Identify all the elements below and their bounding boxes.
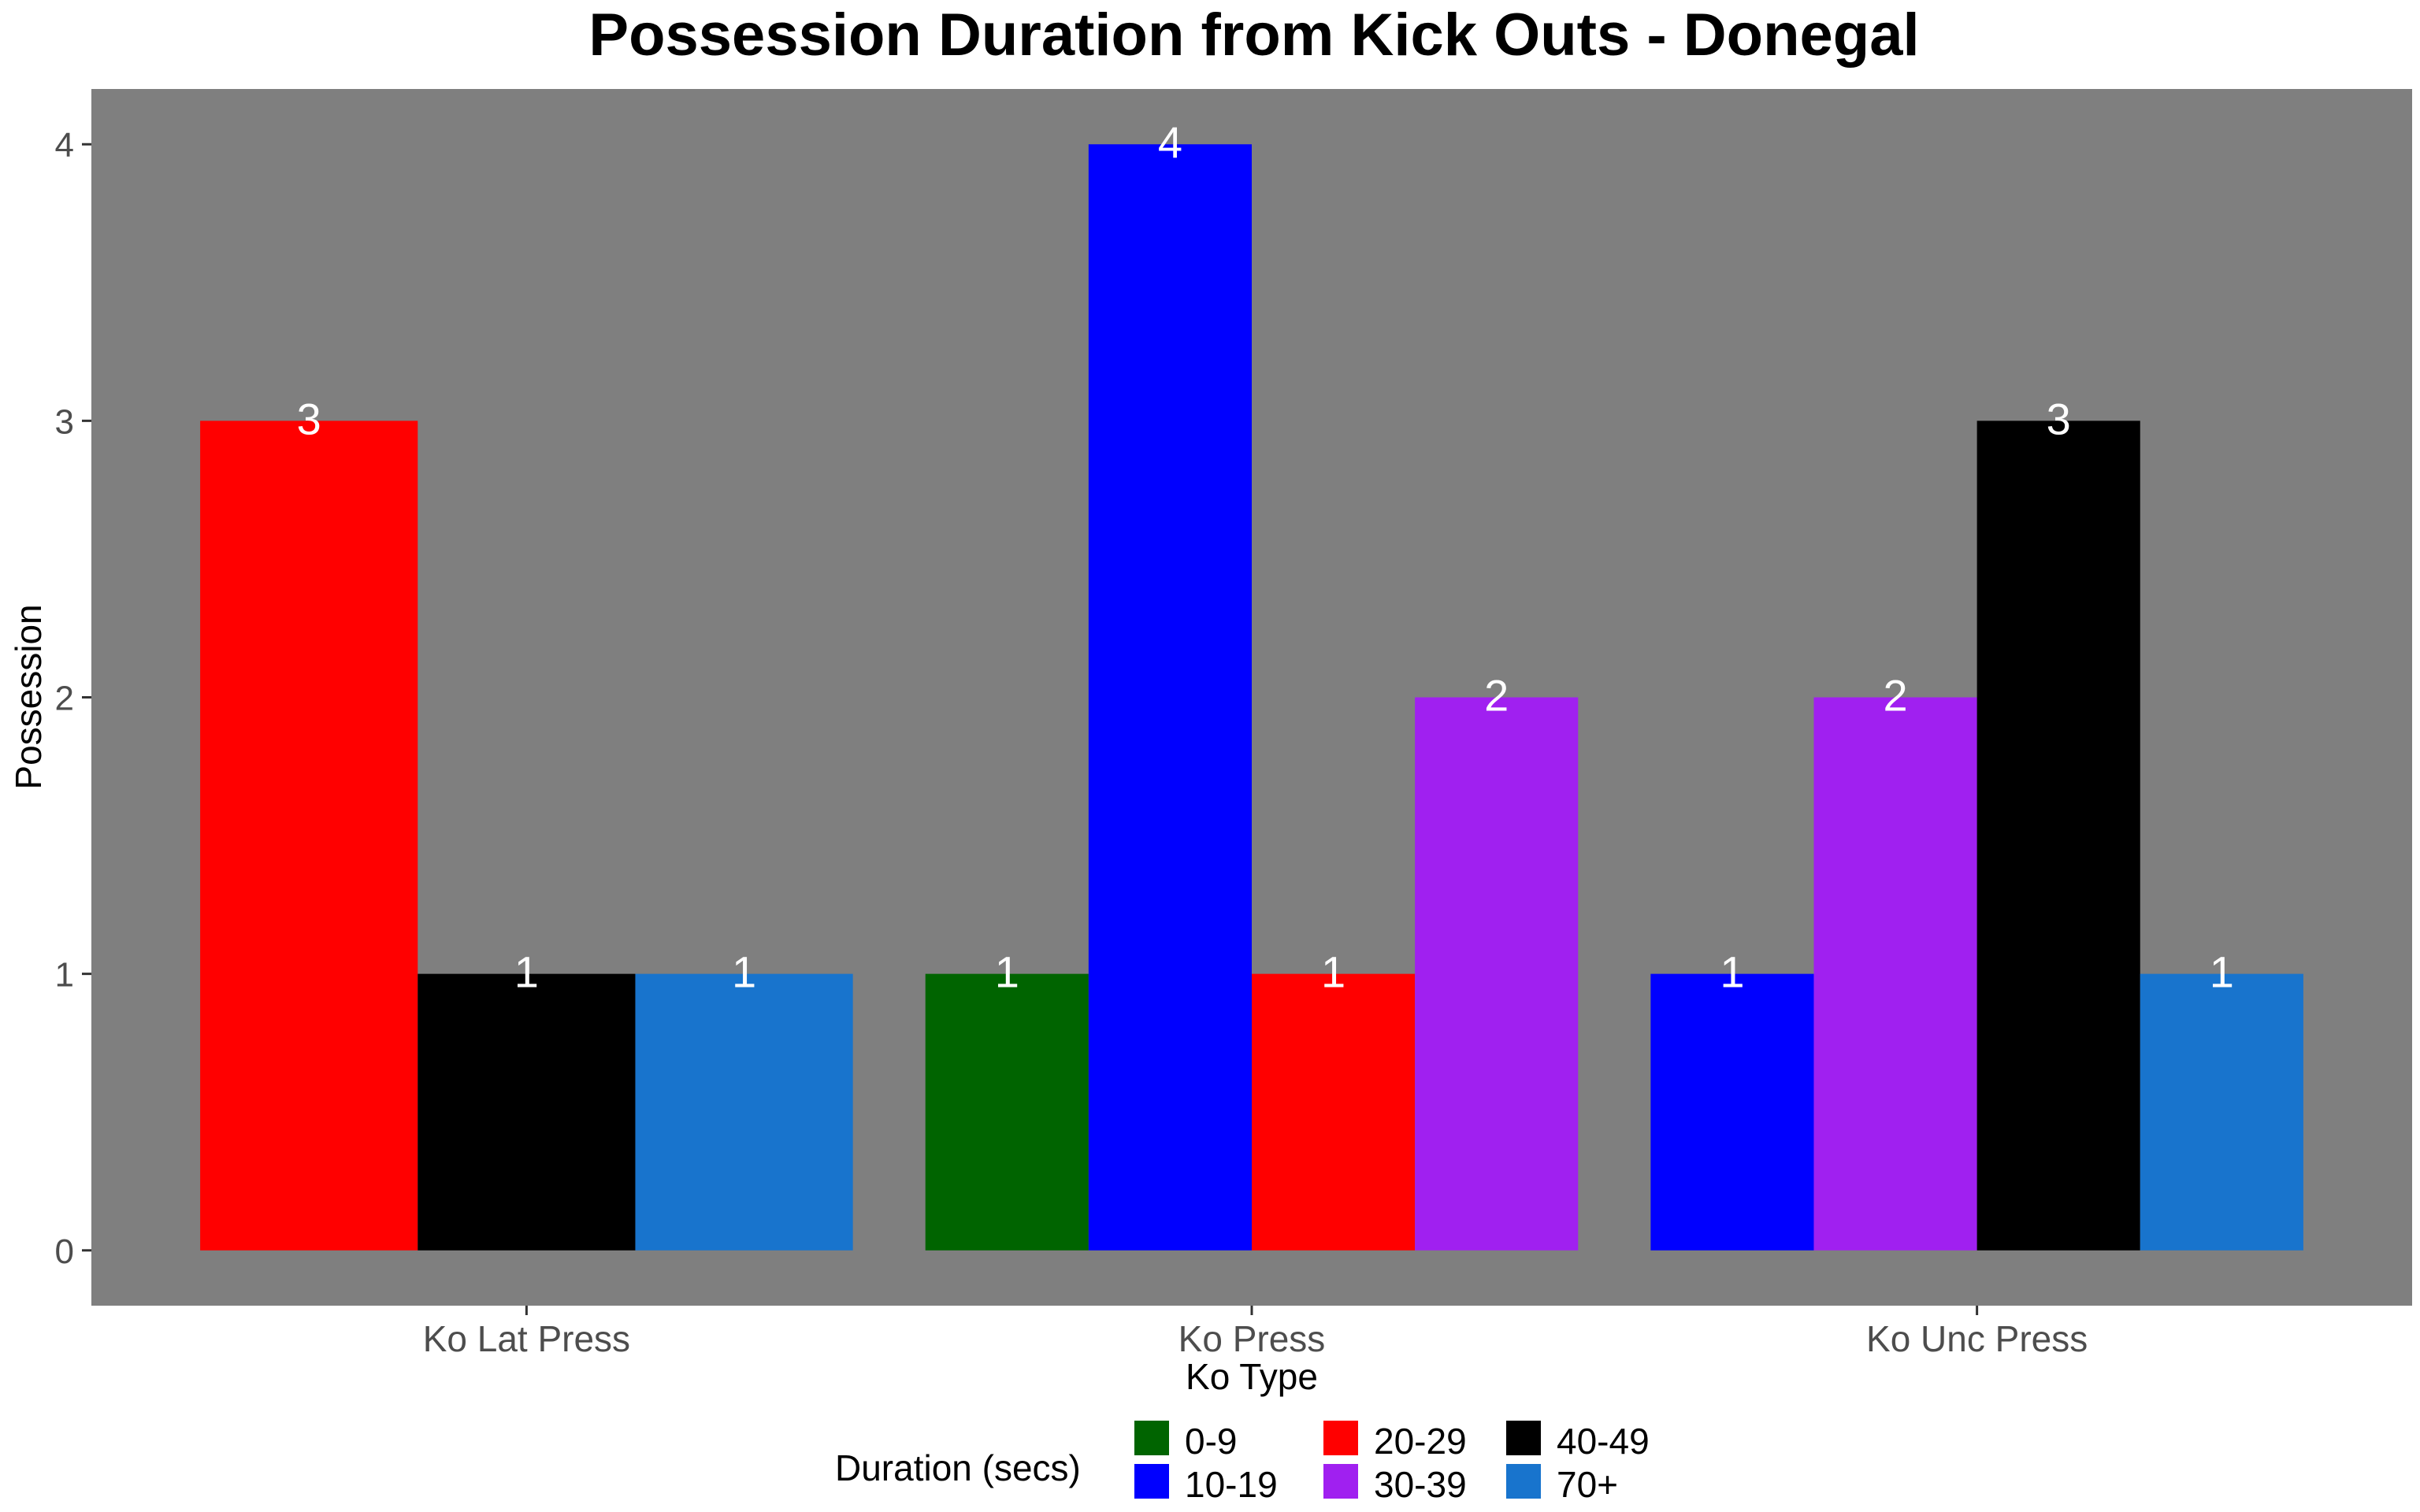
- y-axis: 0 1 2 3 4: [55, 126, 91, 1271]
- bar-label: 2: [1883, 671, 1907, 721]
- legend-label: 0-9: [1185, 1421, 1237, 1462]
- bar-ko-press-0-9: [925, 973, 1089, 1251]
- y-tick-label: 2: [55, 680, 74, 718]
- legend-label: 30-39: [1374, 1464, 1467, 1505]
- y-tick-label: 4: [55, 126, 74, 165]
- legend-key-40-49: [1506, 1421, 1541, 1455]
- legend-label: 70+: [1557, 1464, 1618, 1505]
- legend-label: 10-19: [1185, 1464, 1278, 1505]
- y-axis-title: Possession: [8, 604, 49, 789]
- bar-ko-press-30-39: [1415, 697, 1579, 1251]
- bar-ko-unc-press-10-19: [1650, 973, 1814, 1251]
- bar-ko-press-10-19: [1088, 144, 1252, 1251]
- legend-label: 20-29: [1374, 1421, 1467, 1462]
- bar-label: 1: [1720, 947, 1744, 997]
- bar-label: 1: [995, 947, 1019, 997]
- bar-ko-unc-press-70+: [2140, 973, 2303, 1251]
- bar-label: 1: [2210, 947, 2234, 997]
- x-tick-label: Ko Lat Press: [423, 1318, 630, 1359]
- bar-label: 2: [1484, 671, 1509, 721]
- y-tick-label: 0: [55, 1232, 74, 1271]
- bar-ko-unc-press-30-39: [1813, 697, 1977, 1251]
- x-tick-label: Ko Unc Press: [1866, 1318, 2088, 1359]
- bar-labels-layer: 3 1 1 1 4 1 2 1 2 3 1: [297, 117, 2234, 996]
- legend-key-10-19: [1134, 1464, 1169, 1499]
- x-tick-label: Ko Press: [1178, 1318, 1326, 1359]
- y-tick-label: 3: [55, 402, 74, 441]
- legend-title: Duration (secs): [835, 1447, 1081, 1488]
- bar-label: 4: [1158, 117, 1182, 167]
- legend-key-30-39: [1323, 1464, 1358, 1499]
- legend-key-70+: [1506, 1464, 1541, 1499]
- bar-label: 3: [2047, 394, 2071, 443]
- bar-ko-lat-press-40-49: [418, 973, 636, 1251]
- bar-ko-press-20-29: [1252, 973, 1416, 1251]
- bars-layer: [200, 144, 2303, 1251]
- legend-key-20-29: [1323, 1421, 1358, 1455]
- bar-ko-unc-press-40-49: [1976, 421, 2140, 1251]
- bar-label: 3: [297, 394, 321, 443]
- bar-label: 1: [732, 947, 756, 997]
- x-axis: Ko Lat Press Ko Press Ko Unc Press: [423, 1306, 2088, 1359]
- bar-label: 1: [514, 947, 539, 997]
- chart-title: Possession Duration from Kick Outs - Don…: [588, 2, 1919, 69]
- x-axis-title: Ko Type: [1186, 1356, 1318, 1397]
- y-tick-label: 1: [55, 956, 74, 995]
- bar-label: 1: [1321, 947, 1345, 997]
- bar-ko-lat-press-70+: [635, 973, 853, 1251]
- bar-ko-lat-press-20-29: [200, 421, 418, 1251]
- legend-key-0-9: [1134, 1421, 1169, 1455]
- legend-label: 40-49: [1557, 1421, 1650, 1462]
